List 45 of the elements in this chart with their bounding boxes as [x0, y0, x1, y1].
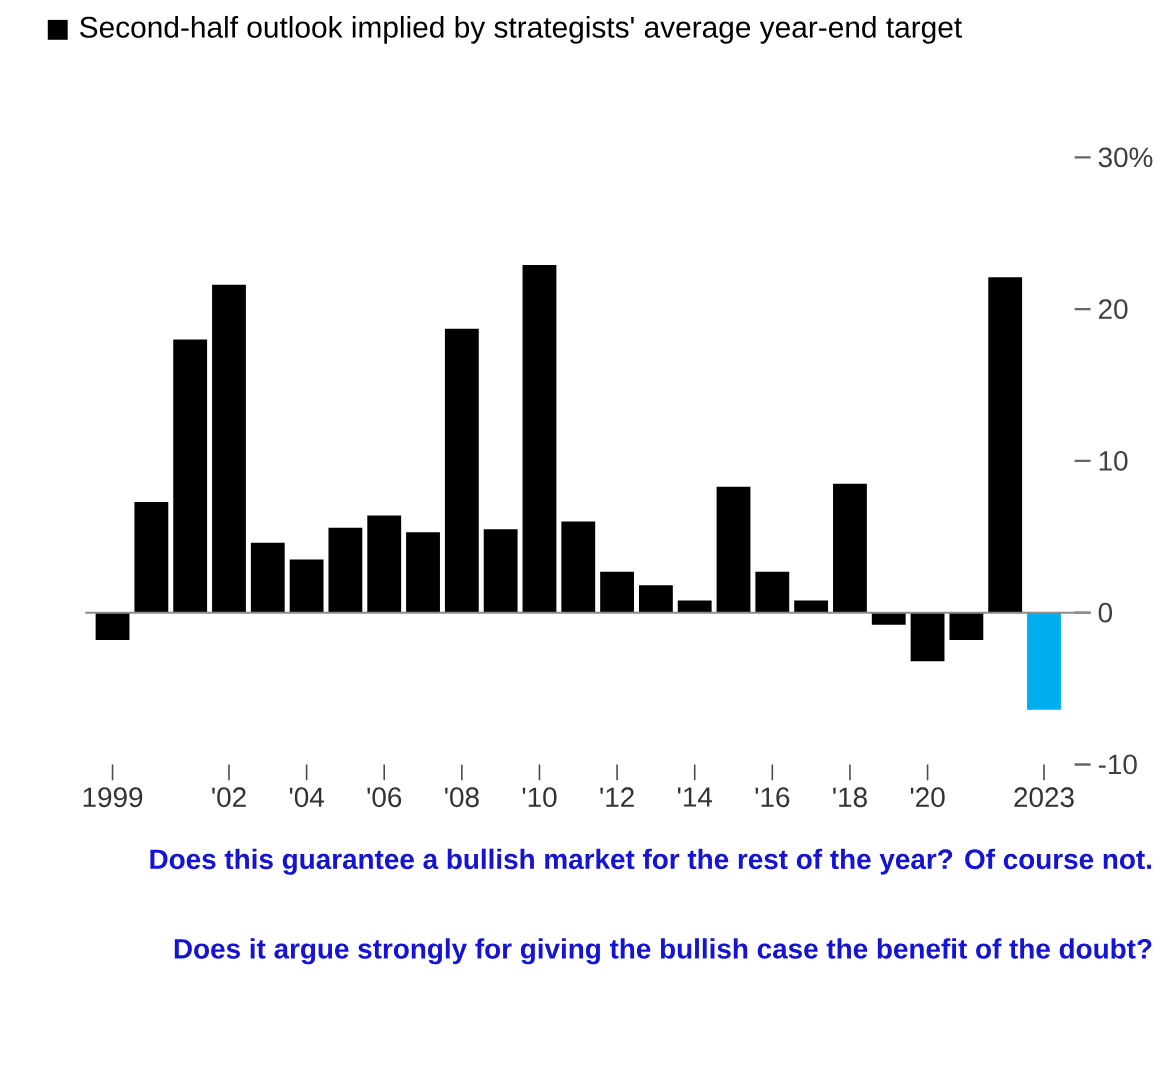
bar	[871, 612, 906, 625]
x-tick-label: '02	[212, 787, 246, 808]
bar	[173, 339, 208, 613]
bar	[1027, 612, 1061, 710]
bar	[794, 600, 829, 613]
x-tick-label: '14	[677, 787, 713, 807]
bar	[444, 328, 479, 613]
bar	[910, 612, 945, 662]
bar	[406, 532, 440, 613]
bar	[833, 483, 867, 613]
bar	[716, 486, 751, 613]
bar	[638, 585, 673, 613]
bar	[328, 527, 363, 613]
bar	[289, 559, 324, 613]
bar	[988, 277, 1023, 613]
x-tick-label: '06	[367, 787, 402, 808]
bar	[949, 612, 984, 641]
bar	[367, 515, 402, 613]
y-tick-label: 20	[1099, 299, 1128, 320]
bar	[677, 600, 712, 613]
x-tick-label: '18	[833, 787, 867, 808]
x-tick-label: '08	[445, 787, 479, 808]
bar	[600, 571, 634, 613]
x-tick-label: '12	[600, 787, 634, 807]
text: Does it argue strongly for giving the bullish case the benefit of the doubt?	[174, 938, 1152, 965]
text: Does this guarantee a bullish market for the rest of the year? Of course not.	[150, 848, 1152, 875]
x-tick-label: '10	[522, 787, 557, 808]
bar	[250, 542, 285, 613]
y-tick-label: -10	[1098, 754, 1137, 775]
bar	[212, 284, 246, 613]
bar	[95, 612, 130, 641]
bar	[522, 265, 557, 613]
x-tick-label: '16	[755, 787, 790, 808]
x-tick-label: '04	[289, 787, 324, 808]
y-tick-label: 0	[1098, 602, 1113, 623]
y-tick-label: 10	[1099, 451, 1128, 471]
x-tick-label: 1999	[83, 787, 143, 808]
bar	[755, 571, 790, 613]
x-tick-label: '20	[910, 787, 945, 808]
bar	[134, 502, 169, 613]
x-tick-label: 2023	[1014, 787, 1074, 808]
chart-title: Second-half outlook implied by strategists' average year-end target	[80, 16, 962, 44]
bar	[483, 529, 518, 613]
bar	[561, 521, 596, 613]
y-tick-label: 30%	[1098, 147, 1153, 168]
